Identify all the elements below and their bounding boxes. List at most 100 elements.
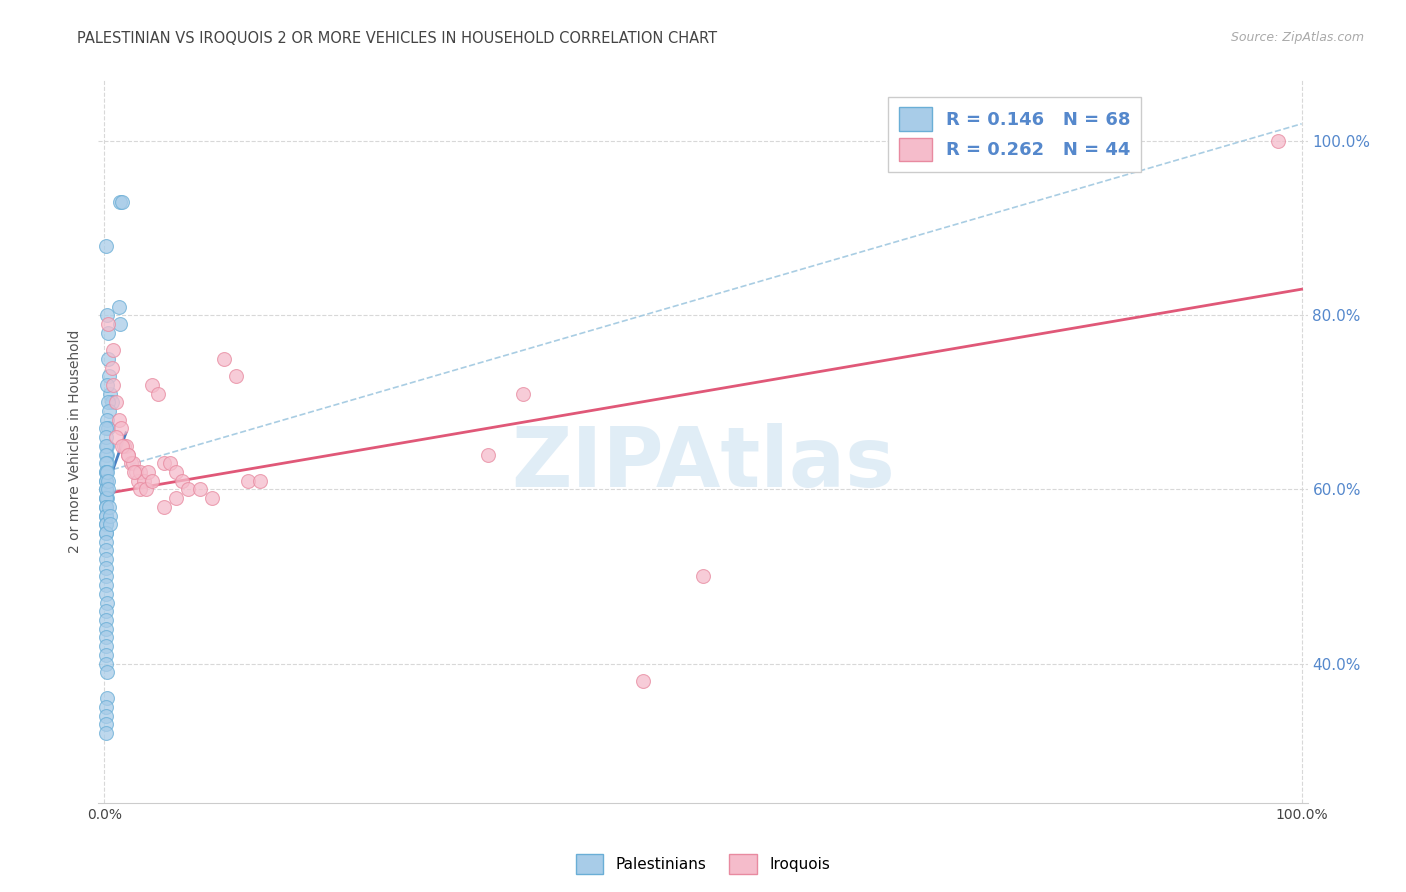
Point (94, 534, 117, 549)
Point (98, 369, 121, 384)
Point (98, 500, 121, 514)
Point (94, 613, 117, 627)
Text: PALESTINIAN VS IROQUOIS 2 OR MORE VEHICLES IN HOUSEHOLD CORRELATION CHART: PALESTINIAN VS IROQUOIS 2 OR MORE VEHICL… (77, 31, 717, 46)
Point (177, 483, 200, 497)
Point (94, 483, 117, 497)
Point (172, 474, 194, 488)
Point (94, 517, 117, 532)
Point (153, 456, 176, 470)
Point (100, 386, 122, 401)
Point (96, 378, 118, 392)
Point (94, 622, 117, 636)
Point (94, 465, 117, 479)
Point (94, 578, 117, 592)
Point (115, 439, 138, 453)
Point (96, 691, 118, 706)
Point (94, 525, 117, 540)
Point (94, 726, 117, 740)
Point (129, 465, 152, 479)
Point (101, 343, 124, 358)
Point (108, 195, 131, 210)
Point (94, 561, 117, 575)
Point (107, 300, 129, 314)
Point (101, 378, 124, 392)
Point (96, 465, 118, 479)
Point (692, 569, 714, 583)
Point (97, 317, 120, 331)
Point (111, 195, 134, 210)
Point (94, 657, 117, 671)
Point (94, 639, 117, 653)
Point (94, 708, 117, 723)
Text: Source: ZipAtlas.com: Source: ZipAtlas.com (1230, 31, 1364, 45)
Point (94, 465, 117, 479)
Point (512, 386, 534, 401)
Point (94, 508, 117, 523)
Point (135, 483, 157, 497)
Point (98, 404, 121, 418)
Point (94, 700, 117, 714)
Point (100, 517, 122, 532)
Point (96, 665, 118, 680)
Point (96, 308, 118, 322)
Point (159, 456, 181, 470)
Text: ZIPAtlas: ZIPAtlas (510, 423, 896, 504)
Point (94, 631, 117, 645)
Point (141, 378, 163, 392)
Point (97, 421, 120, 435)
Point (96, 413, 118, 427)
Point (100, 508, 122, 523)
Point (94, 604, 117, 618)
Y-axis label: 2 or more Vehicles in Household: 2 or more Vehicles in Household (69, 330, 83, 553)
Point (94, 456, 117, 470)
Point (136, 465, 159, 479)
Point (127, 474, 149, 488)
Point (132, 474, 155, 488)
Point (94, 430, 117, 444)
Point (105, 395, 128, 409)
Point (97, 395, 120, 409)
Point (94, 648, 117, 662)
Point (94, 491, 117, 505)
Point (94, 517, 117, 532)
Point (120, 456, 142, 470)
Point (94, 439, 117, 453)
Point (477, 448, 499, 462)
Point (94, 474, 117, 488)
Point (124, 465, 146, 479)
Point (201, 491, 224, 505)
Point (97, 483, 120, 497)
Point (117, 448, 139, 462)
Point (631, 673, 654, 688)
Point (94, 500, 117, 514)
Point (153, 500, 176, 514)
Point (129, 483, 152, 497)
Point (97, 474, 120, 488)
Point (96, 596, 118, 610)
Point (94, 238, 117, 252)
Point (94, 717, 117, 731)
Point (94, 569, 117, 583)
Point (108, 317, 131, 331)
Point (105, 430, 128, 444)
Point (112, 439, 135, 453)
Point (188, 483, 211, 497)
Point (96, 448, 118, 462)
Point (94, 508, 117, 523)
Point (212, 351, 235, 366)
Point (148, 386, 170, 401)
Point (96, 456, 118, 470)
Point (249, 474, 271, 488)
Point (97, 326, 120, 340)
Point (107, 413, 129, 427)
Point (94, 448, 117, 462)
Point (111, 439, 134, 453)
Point (94, 483, 117, 497)
Point (110, 421, 132, 435)
Point (122, 456, 145, 470)
Point (236, 474, 259, 488)
Point (124, 465, 146, 479)
Point (100, 395, 122, 409)
Point (117, 448, 139, 462)
Point (94, 491, 117, 505)
